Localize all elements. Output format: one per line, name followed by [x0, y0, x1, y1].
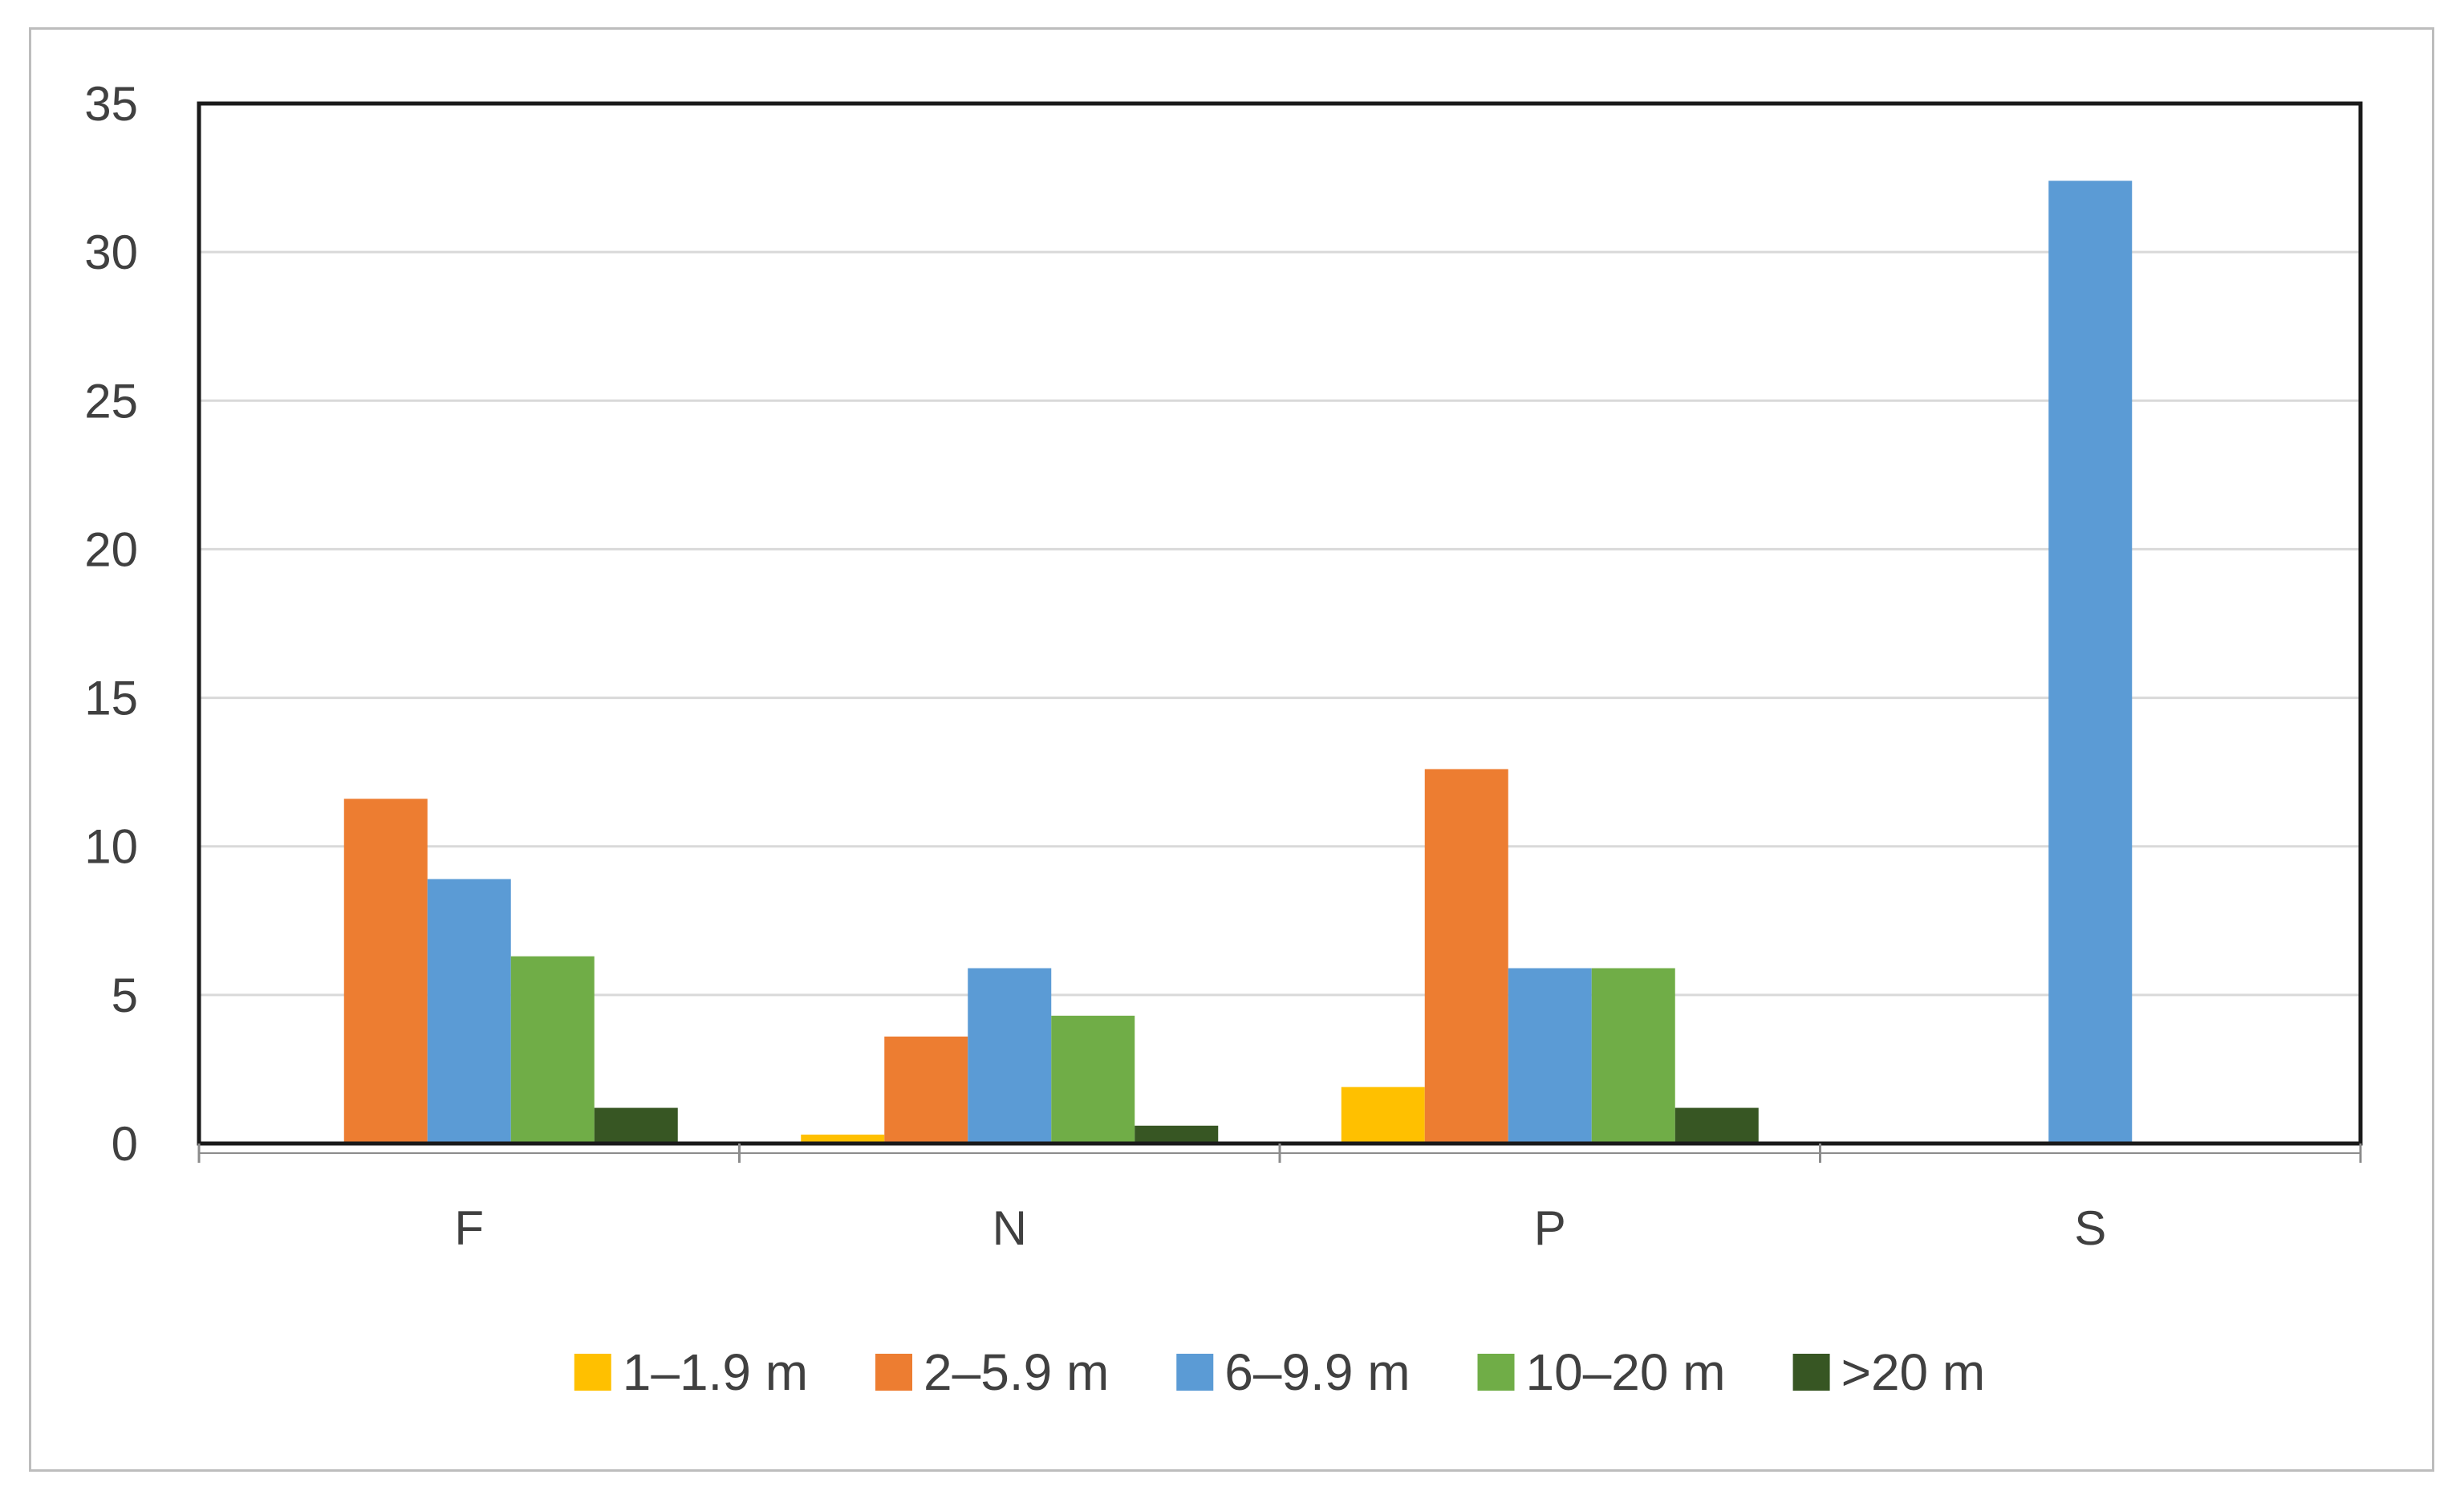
bar-P-series-5	[1674, 1107, 1759, 1143]
bar-N-series-4	[1051, 1015, 1135, 1143]
y-tick-label: 35	[84, 77, 138, 131]
bar-F-series-5	[594, 1107, 678, 1143]
legend: 1–1.9 m 2–5.9 m 6–9.9 m 10–20 m >20 m	[574, 1343, 1985, 1401]
bar-N-series-1	[801, 1134, 885, 1143]
bar-F-series-2	[343, 798, 428, 1143]
gridlines	[199, 250, 2360, 997]
bar-S-series-3	[2048, 181, 2133, 1143]
bar-F-series-4	[510, 956, 595, 1143]
x-tick-label: N	[993, 1201, 1027, 1255]
bar-P-series-3	[1508, 968, 1592, 1143]
legend-label: 2–5.9 m	[923, 1343, 1109, 1401]
legend-swatch	[875, 1354, 913, 1391]
y-tick-label: 10	[84, 820, 138, 874]
bar-N-series-3	[968, 968, 1052, 1143]
y-tick-label: 15	[84, 672, 138, 725]
bar-P-series-2	[1424, 769, 1508, 1143]
legend-label: >20 m	[1841, 1343, 1986, 1401]
x-tick-label: F	[454, 1201, 484, 1255]
axes	[197, 101, 2363, 1163]
tick-labels: 0 5 10 15 20 25 30 35 F N P S	[84, 77, 2106, 1255]
y-tick-label: 0	[112, 1117, 138, 1171]
bar-P-series-1	[1341, 1087, 1425, 1143]
x-tick-label: S	[2074, 1201, 2106, 1255]
legend-label: 10–20 m	[1526, 1343, 1726, 1401]
legend-label: 1–1.9 m	[623, 1343, 808, 1401]
legend-swatch	[574, 1354, 611, 1391]
chart-frame	[29, 27, 2434, 1472]
bar-P-series-4	[1591, 968, 1675, 1143]
legend-label: 6–9.9 m	[1224, 1343, 1410, 1401]
y-tick-label: 20	[84, 522, 138, 576]
legend-swatch	[1792, 1354, 1830, 1391]
bar-N-series-2	[884, 1036, 968, 1143]
bar-N-series-5	[1135, 1125, 1219, 1143]
bar-F-series-3	[427, 879, 511, 1143]
bars	[343, 181, 2133, 1143]
legend-swatch	[1176, 1354, 1214, 1391]
legend-swatch	[1477, 1354, 1515, 1391]
y-tick-label: 30	[84, 225, 138, 279]
y-tick-label: 5	[112, 969, 138, 1022]
x-tick-label: P	[1534, 1201, 1566, 1255]
y-tick-label: 25	[84, 374, 138, 428]
